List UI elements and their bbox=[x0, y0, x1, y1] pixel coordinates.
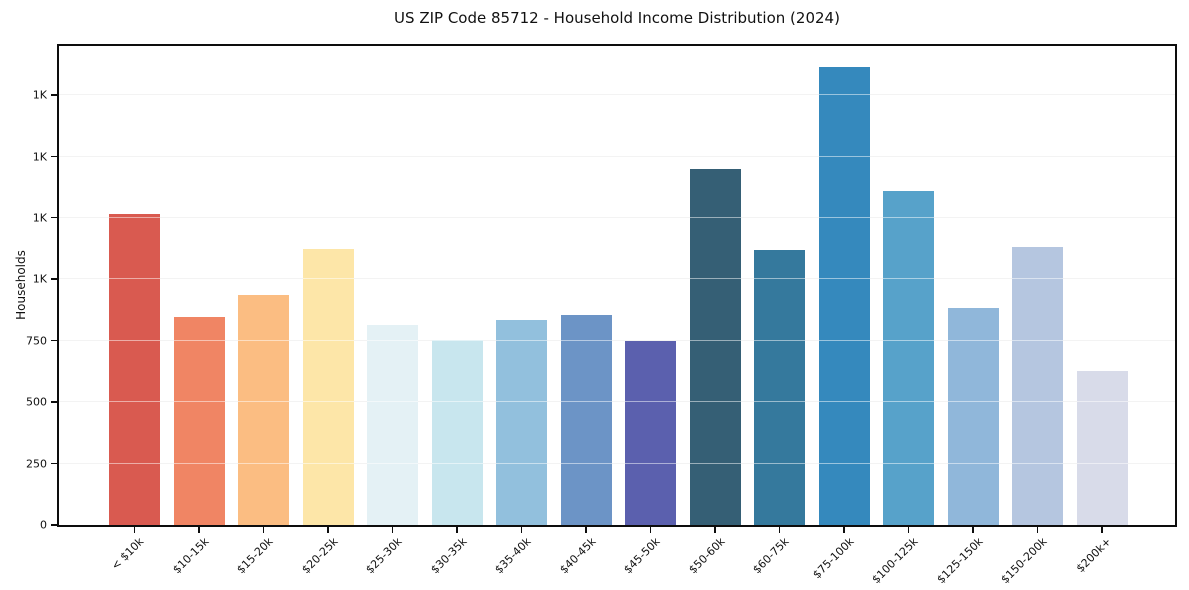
y-tick-mark bbox=[51, 278, 57, 280]
x-tick-label: $25-30k bbox=[363, 535, 405, 577]
gridline-highlight bbox=[59, 155, 1175, 157]
y-tick-mark bbox=[51, 339, 57, 342]
y-tick-label: 1K bbox=[32, 150, 47, 164]
x-tick-mark bbox=[585, 527, 587, 533]
x-tick-label: $20-25k bbox=[298, 535, 341, 577]
x-tick-label: $60-75k bbox=[750, 535, 792, 577]
x-tick-mark bbox=[198, 527, 200, 533]
y-tick-label: 250 bbox=[26, 457, 47, 471]
bar bbox=[431, 339, 483, 525]
y-tick-mark bbox=[51, 462, 57, 465]
bar bbox=[1012, 247, 1063, 525]
x-tick-mark bbox=[778, 527, 781, 533]
x-tick-label: $75-100k bbox=[809, 535, 857, 582]
x-tick-mark bbox=[262, 527, 265, 533]
y-tick-mark bbox=[51, 94, 57, 96]
bar bbox=[238, 295, 289, 525]
x-tick-mark bbox=[1101, 527, 1103, 533]
gridline-highlight bbox=[59, 401, 1175, 403]
x-tick-label: $150-200k bbox=[998, 535, 1050, 587]
bar bbox=[625, 340, 676, 525]
bar bbox=[367, 324, 418, 525]
bar bbox=[754, 249, 805, 525]
x-tick-label: $125-150k bbox=[934, 535, 986, 587]
bar bbox=[947, 307, 999, 525]
x-tick-label: $10-15k bbox=[169, 535, 212, 577]
gridline-highlight bbox=[59, 216, 1175, 218]
y-tick-mark bbox=[51, 524, 57, 526]
x-tick-mark bbox=[327, 527, 329, 533]
x-tick-label: $100-125k bbox=[869, 535, 921, 587]
x-tick-mark bbox=[391, 527, 394, 533]
x-tick-label: $30-35k bbox=[427, 535, 470, 577]
bar bbox=[883, 190, 934, 525]
plot-area: 0 250 500 750 1K 1K 1K 1K < $10k $10-15k $15-20k $2… bbox=[26, 44, 1177, 586]
x-tick-label: $50-60k bbox=[685, 535, 728, 577]
x-tick-mark bbox=[1036, 527, 1039, 533]
x-tick-label: < $10k bbox=[109, 535, 147, 573]
y-tick-label: 1K bbox=[32, 88, 47, 102]
y-axis-label: Households bbox=[14, 250, 28, 320]
gridline-highlight bbox=[59, 339, 1175, 341]
x-tick-label: $15-20k bbox=[234, 535, 276, 577]
bar bbox=[689, 168, 741, 525]
y-tick-label: 1K bbox=[32, 272, 47, 286]
x-tick-mark bbox=[972, 527, 974, 533]
y-tick-label: 500 bbox=[26, 395, 47, 409]
bar bbox=[560, 314, 612, 525]
x-tick-label: $35-40k bbox=[492, 535, 534, 577]
y-tick-mark bbox=[51, 216, 57, 219]
x-tick-mark bbox=[133, 527, 136, 533]
gridline-highlight bbox=[59, 94, 1175, 96]
y-tick-label: 750 bbox=[26, 334, 47, 348]
x-tick-mark bbox=[649, 527, 652, 533]
bar bbox=[302, 248, 354, 525]
y-tick-mark bbox=[51, 155, 57, 158]
x-tick-label: $200k+ bbox=[1074, 535, 1115, 576]
x-tick-mark bbox=[907, 527, 910, 533]
bar bbox=[109, 214, 160, 525]
x-tick-label: $45-50k bbox=[621, 535, 663, 577]
chart-title: US ZIP Code 85712 - Household Income Dis… bbox=[394, 9, 840, 27]
x-tick-mark bbox=[456, 527, 458, 533]
bar bbox=[1076, 371, 1128, 525]
gridline-highlight bbox=[59, 278, 1175, 280]
bar bbox=[173, 317, 225, 525]
y-tick-label: 1K bbox=[32, 211, 47, 225]
bar bbox=[496, 319, 547, 525]
y-tick-label: 0 bbox=[40, 518, 47, 532]
y-tick-mark bbox=[51, 401, 57, 403]
x-tick-label: $40-45k bbox=[556, 535, 599, 577]
bar bbox=[818, 66, 870, 525]
x-tick-mark bbox=[520, 527, 523, 533]
x-tick-mark bbox=[714, 527, 716, 533]
x-tick-mark bbox=[843, 527, 845, 533]
gridline-highlight bbox=[59, 462, 1175, 464]
